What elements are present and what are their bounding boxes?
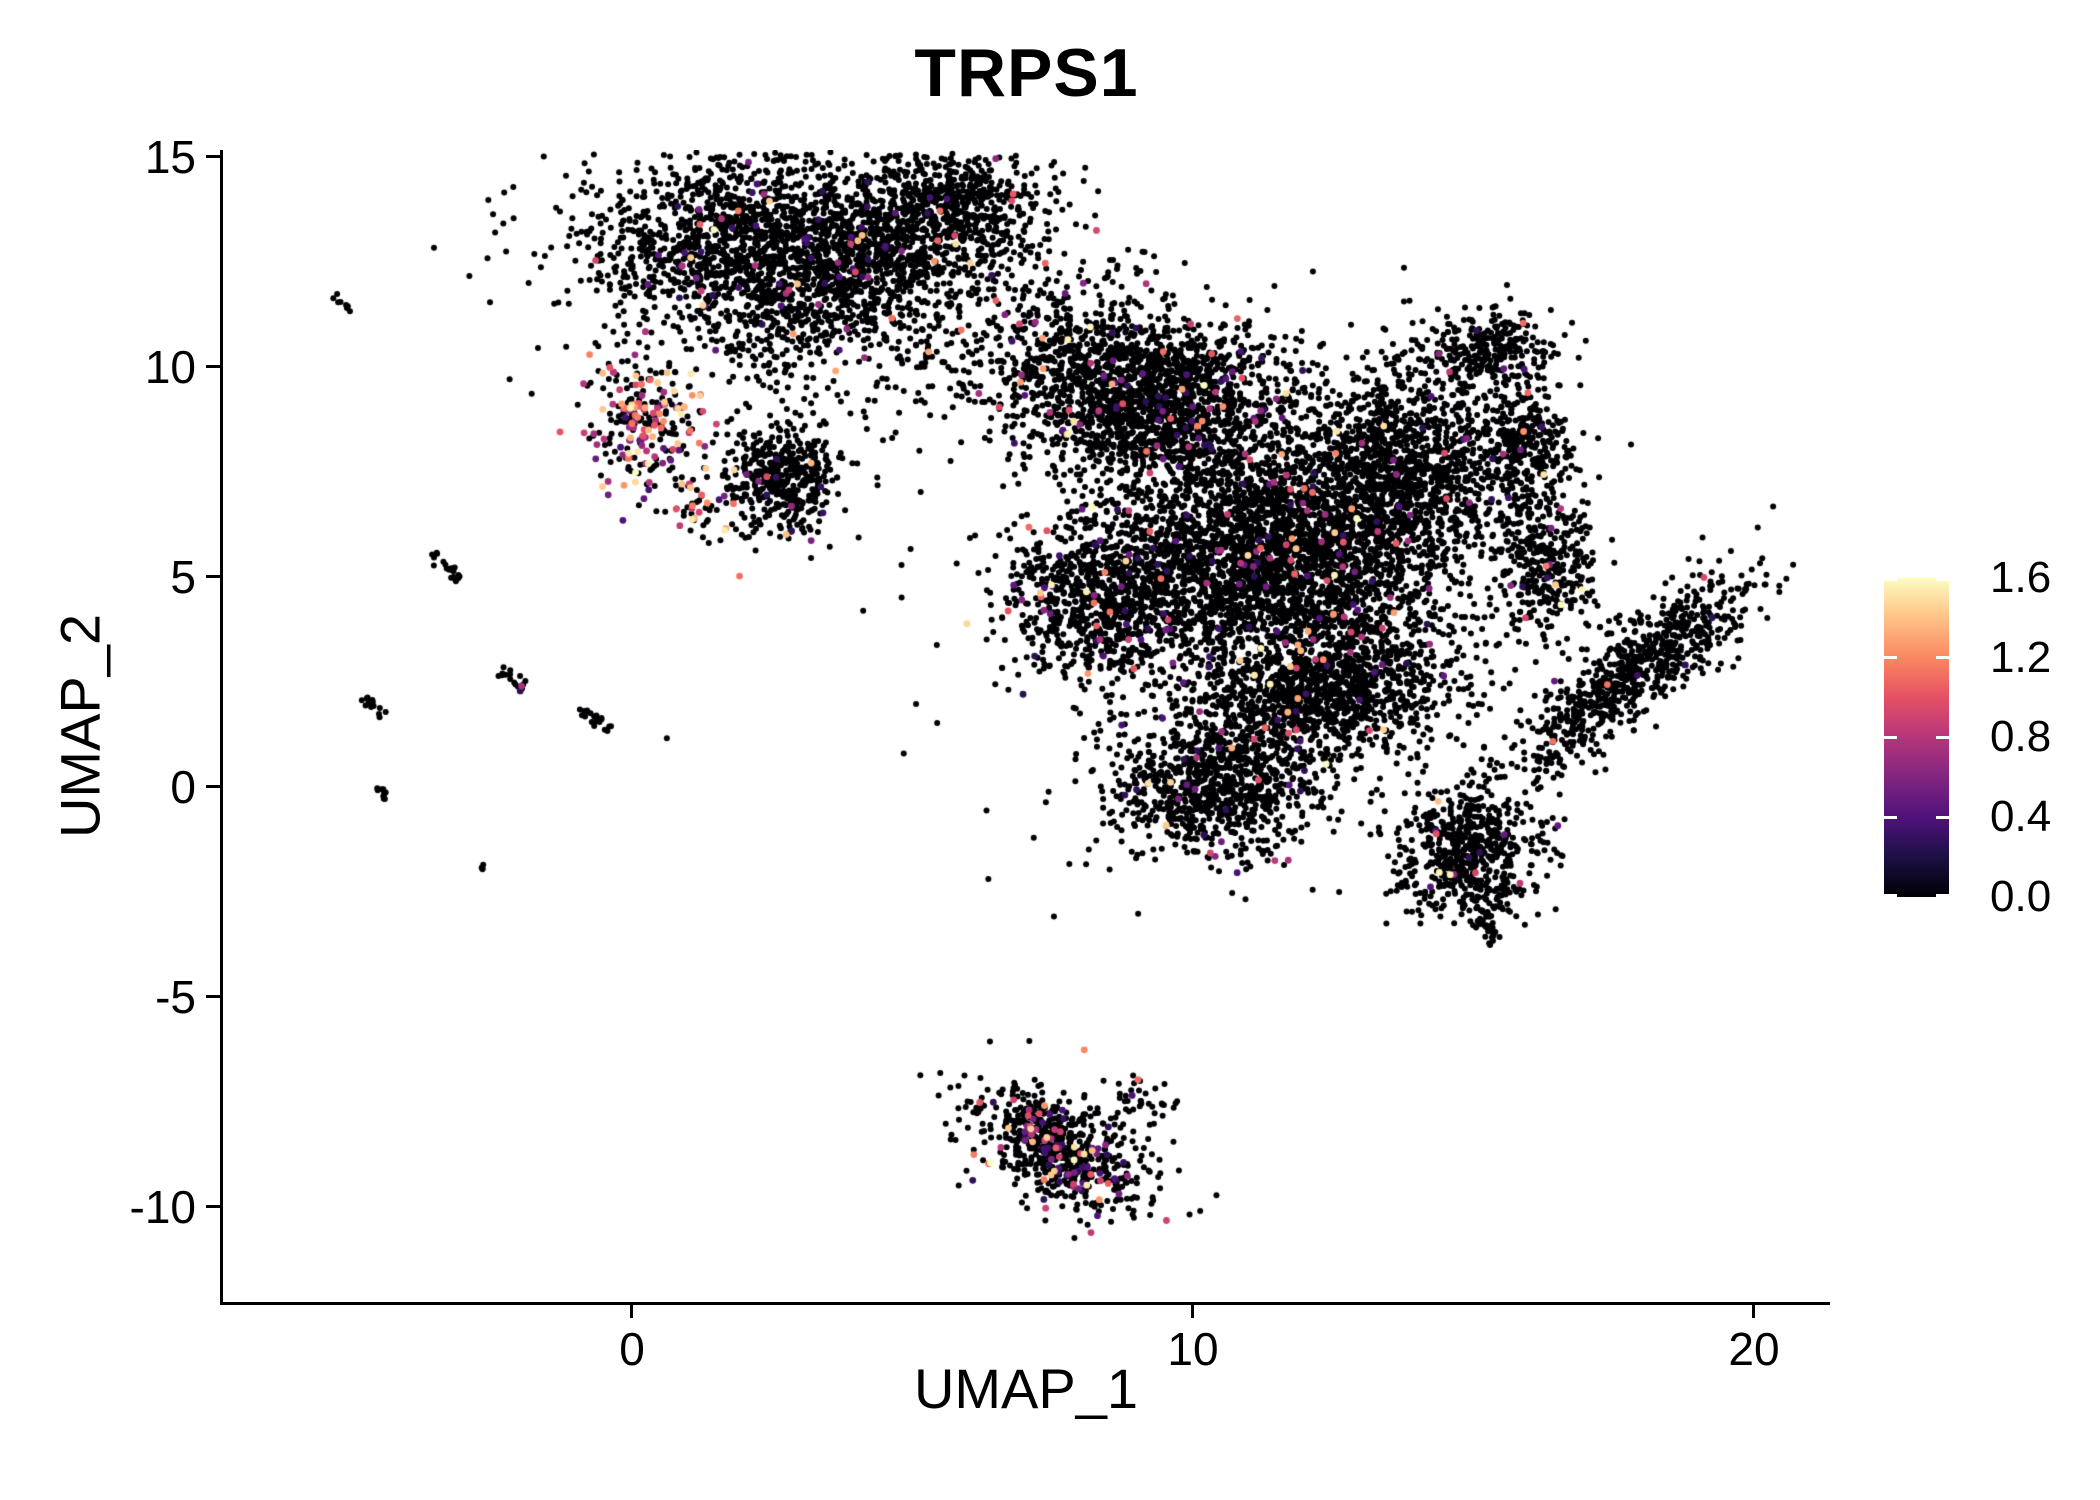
- y-tick-label: 0: [170, 761, 196, 813]
- colorbar-tick-mark: [1936, 656, 1949, 659]
- expression-colorbar: [1884, 578, 1949, 897]
- colorbar-tick-mark: [1884, 736, 1897, 739]
- colorbar-tick-mark: [1884, 578, 1897, 581]
- colorbar-tick-label: 0.0: [1990, 872, 2052, 921]
- y-tick-mark: [206, 575, 220, 578]
- y-tick-label: -5: [155, 971, 196, 1023]
- x-tick-label: 20: [1728, 1323, 1780, 1375]
- plot-title: TRPS1: [914, 35, 1139, 111]
- colorbar-tick-mark: [1884, 656, 1897, 659]
- colorbar-tick-mark: [1936, 894, 1949, 897]
- umap-scatter-canvas: [223, 150, 1830, 1302]
- y-tick-label: 10: [144, 341, 196, 393]
- x-tick-mark: [630, 1305, 633, 1318]
- x-axis-title: UMAP_1: [913, 1357, 1139, 1420]
- colorbar-tick-mark: [1936, 736, 1949, 739]
- colorbar-tick-mark: [1936, 816, 1949, 819]
- y-tick-label: 5: [170, 551, 196, 603]
- colorbar-tick-label: 1.2: [1990, 633, 2052, 682]
- x-tick-mark: [1752, 1305, 1755, 1318]
- y-tick-mark: [206, 155, 220, 158]
- y-axis-title: UMAP_2: [48, 613, 112, 839]
- y-tick-mark: [206, 365, 220, 368]
- x-tick-label: 10: [1167, 1323, 1219, 1375]
- y-tick-mark: [206, 1205, 220, 1208]
- y-tick-label: -10: [129, 1181, 196, 1233]
- y-tick-mark: [206, 785, 220, 788]
- x-tick-mark: [1191, 1305, 1194, 1318]
- plot-panel-axes: [220, 150, 1830, 1305]
- colorbar-tick-mark: [1884, 816, 1897, 819]
- colorbar-tick-mark: [1884, 894, 1897, 897]
- colorbar-tick-mark: [1936, 578, 1949, 581]
- colorbar-tick-label: 0.8: [1990, 712, 2052, 761]
- x-tick-label: 0: [619, 1323, 645, 1375]
- y-tick-mark: [206, 995, 220, 998]
- colorbar-tick-label: 1.6: [1990, 553, 2052, 602]
- colorbar-tick-label: 0.4: [1990, 792, 2052, 841]
- y-tick-label: 15: [144, 131, 196, 183]
